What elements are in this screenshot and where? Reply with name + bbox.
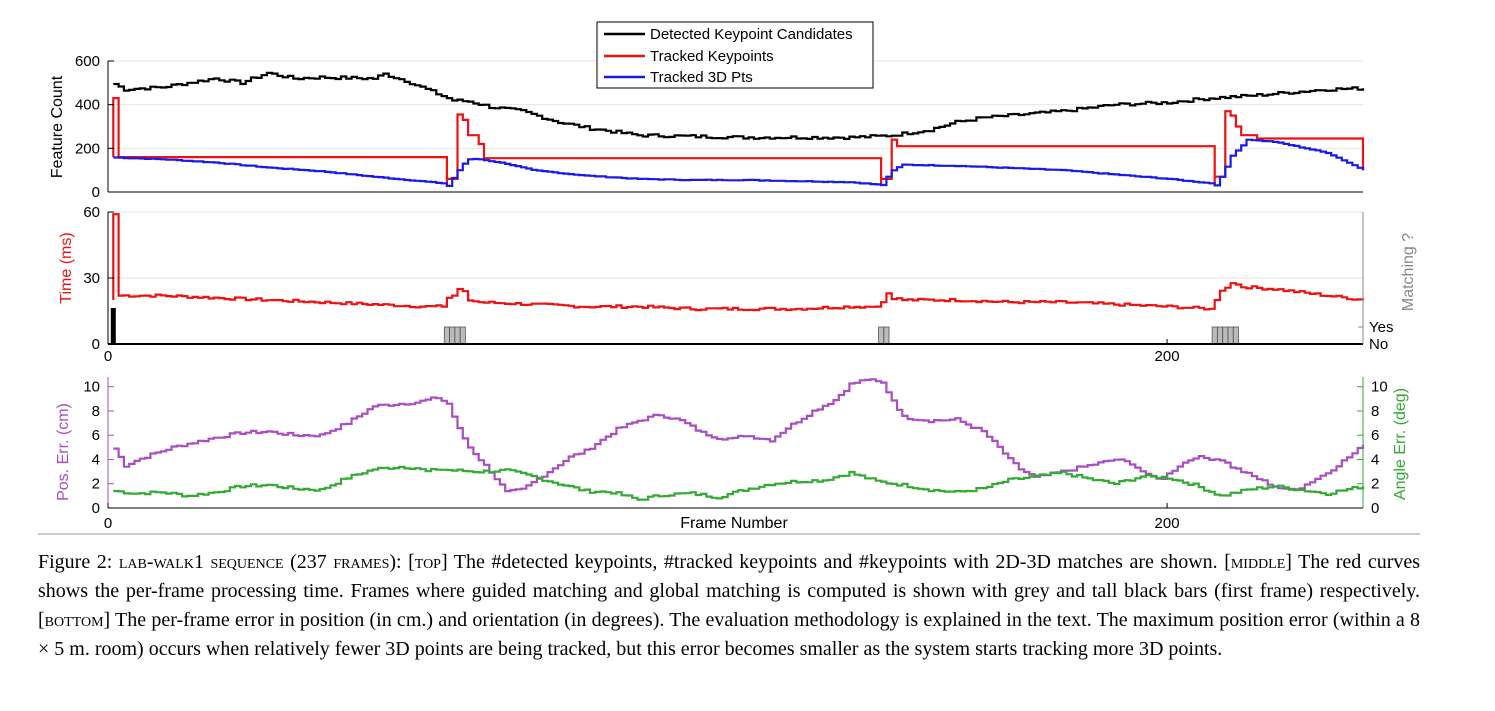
middle-xtick-label: 0	[104, 348, 112, 365]
bottom-right-ytick-label: 2	[1371, 476, 1379, 493]
figure-caption: Figure 2: lab-walk1 sequence (237 frames…	[38, 548, 1420, 664]
detected-series-line	[113, 71, 1365, 140]
caption-frames: (237	[290, 551, 327, 573]
caption-top-text: The #detected keypoints, #tracked keypoi…	[453, 551, 1218, 573]
guided-matching-bar	[1222, 326, 1229, 345]
guided-matching-bar	[454, 326, 461, 345]
legend-label-detected: Detected Keypoint Candidates	[650, 26, 853, 43]
middle-ylabel: Time (ms)	[58, 232, 75, 303]
bottom-ytick-label: 2	[92, 476, 100, 493]
bottom-xtick-label: 0	[104, 515, 112, 532]
bottom-right-ytick-label: 8	[1371, 403, 1379, 420]
tracked-keypoints-line	[112, 97, 1365, 186]
matching-yes-label: Yes	[1369, 319, 1393, 336]
middle-ylabel-right: Matching ?	[1400, 233, 1417, 311]
bottom-ylabel: Pos. Err. (cm)	[55, 403, 72, 501]
top-ytick-label: 200	[75, 140, 100, 157]
guided-matching-bar	[883, 326, 890, 345]
bottom-right-ytick-label: 4	[1371, 451, 1379, 468]
time-series-line	[112, 213, 1365, 312]
caption-bottom-tag: [bottom]	[38, 609, 111, 631]
caption-frames-word: frames	[333, 551, 390, 573]
top-ylabel: Feature Count	[49, 75, 66, 178]
global-matching-bar	[110, 308, 116, 344]
guided-matching-bar	[1217, 326, 1224, 345]
matching-no-label: No	[1369, 336, 1388, 353]
guided-matching-bar	[1211, 326, 1218, 345]
angle-error-line	[113, 465, 1365, 501]
bottom-ytick-label: 0	[92, 500, 100, 517]
middle-ytick-label: 60	[83, 204, 100, 221]
guided-matching-bar	[1232, 326, 1239, 345]
caption-sequence: lab-walk1 sequence	[118, 551, 284, 573]
bottom-right-ytick-label: 6	[1371, 427, 1379, 444]
middle-ytick-label: 0	[92, 336, 100, 353]
figure: 0 200 400 600 0 30 60 Yes No 0 200 0 0 2 2 4 4 6 6 8 8 10 10 0 2…	[38, 21, 1420, 535]
caption-bottom-text: The per-frame error in position (in cm.)…	[38, 609, 1421, 660]
middle-xtick-label: 200	[1155, 348, 1180, 365]
legend: Detected Keypoint Candidates Tracked Key…	[596, 21, 874, 89]
series-layer	[110, 71, 1365, 501]
top-ytick-label: 0	[92, 184, 100, 201]
guided-matching-bar	[878, 326, 885, 345]
bottom-ytick-label: 6	[92, 427, 100, 444]
guided-matching-bar	[443, 326, 450, 345]
top-ytick-label: 600	[75, 53, 100, 70]
caption-frames-close: ):	[389, 551, 402, 573]
caption-middle-text: The red curves shows the per-frame proce…	[38, 551, 1421, 602]
bottom-ytick-label: 10	[83, 379, 100, 396]
legend-label-tracked-3d: Tracked 3D Pts	[650, 69, 753, 86]
top-ytick-label: 400	[75, 97, 100, 114]
tracked-3d-line	[113, 138, 1365, 187]
position-error-line	[113, 378, 1365, 493]
guided-matching-bar	[1227, 326, 1234, 345]
middle-ytick-label: 30	[83, 270, 100, 287]
bottom-ytick-label: 4	[92, 451, 100, 468]
caption-top-tag: [top]	[408, 551, 448, 573]
legend-label-tracked-kp: Tracked Keypoints	[650, 48, 774, 65]
caption-middle-tag: [middle]	[1224, 551, 1292, 573]
bottom-ytick-label: 8	[92, 403, 100, 420]
bottom-right-ytick-label: 0	[1371, 500, 1379, 517]
guided-matching-bar	[459, 326, 466, 345]
bottom-xtick-label: 200	[1155, 515, 1180, 532]
bottom-ylabel-right: Angle Err. (deg)	[1392, 388, 1409, 500]
caption-label: Figure 2:	[38, 551, 113, 573]
xlabel: Frame Number	[680, 515, 788, 532]
guided-matching-bar	[449, 326, 456, 345]
bottom-right-ytick-label: 10	[1371, 379, 1388, 396]
